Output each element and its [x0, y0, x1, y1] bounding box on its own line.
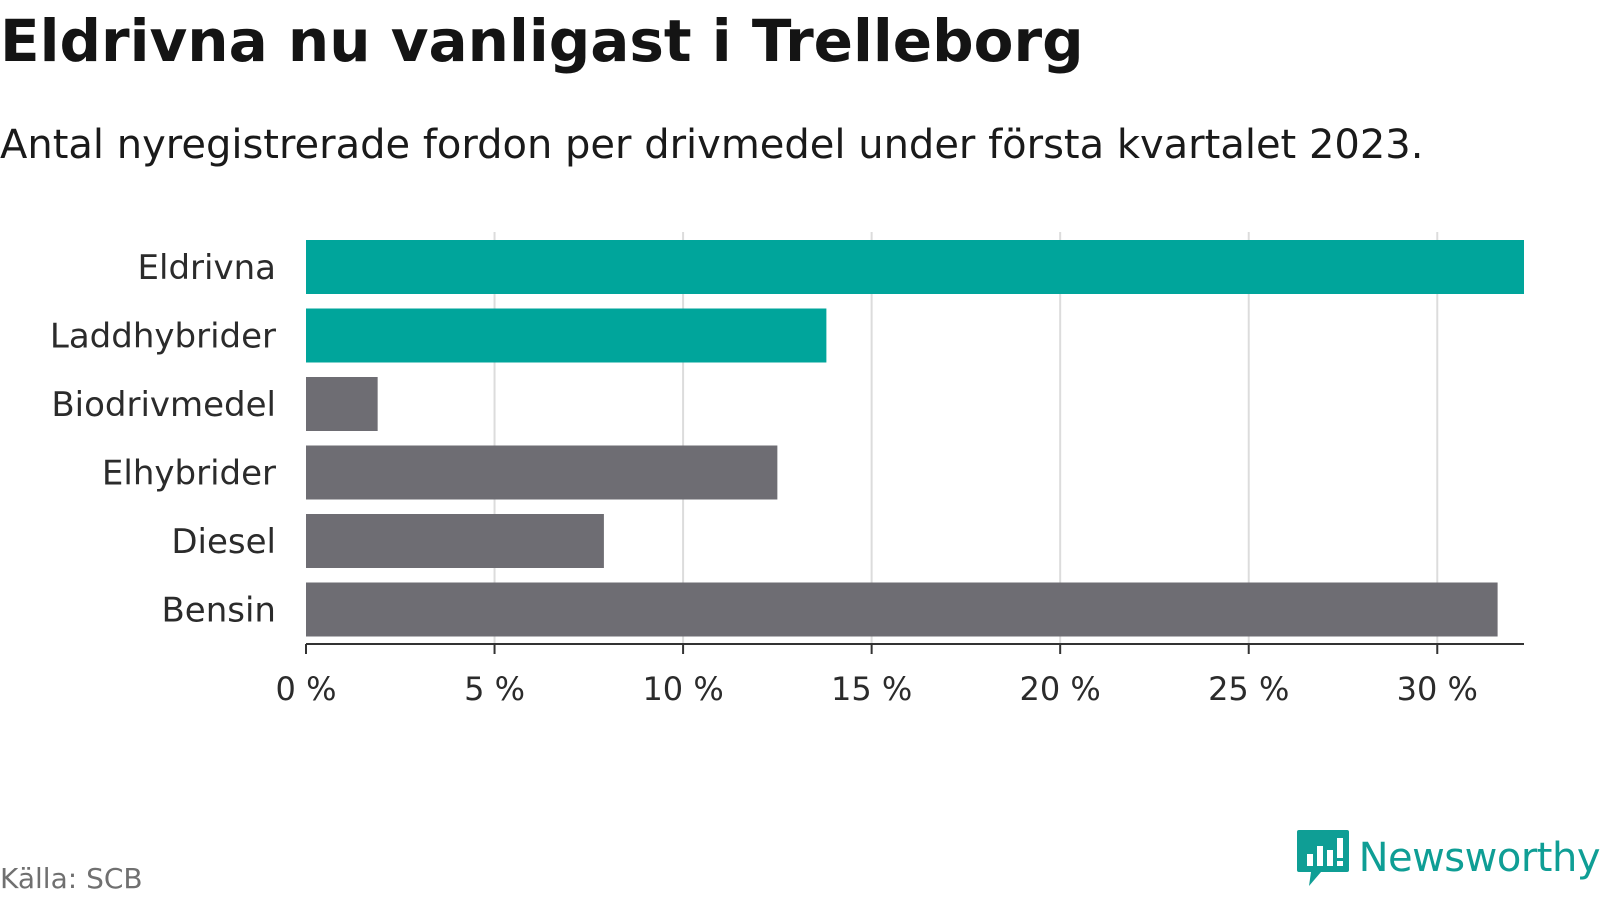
chart-subtitle: Antal nyregistrerade fordon per drivmede… — [0, 122, 1424, 168]
bar-diesel — [306, 514, 604, 568]
category-label: Diesel — [171, 522, 276, 562]
x-tick-label: 0 % — [276, 670, 337, 708]
x-tick-label: 15 % — [831, 670, 912, 708]
x-tick-label: 20 % — [1020, 670, 1101, 708]
bar-eldrivna — [306, 240, 1524, 294]
chart-title: Eldrivna nu vanligast i Trelleborg — [0, 7, 1084, 75]
bar-biodrivmedel — [306, 377, 378, 431]
x-tick-label: 10 % — [642, 670, 723, 708]
category-labels: Eldrivna Laddhybrider Biodrivmedel Elhybrid… — [50, 248, 276, 631]
category-label: Eldrivna — [138, 248, 276, 288]
category-label: Bensin — [161, 591, 276, 631]
bar-elhybrider — [306, 445, 778, 500]
bars — [306, 240, 1524, 637]
bar-laddhybrider — [306, 308, 827, 363]
brand-name: Newsworthy — [1358, 835, 1600, 881]
category-label: Laddhybrider — [50, 317, 276, 357]
newsworthy-logo-icon — [1296, 830, 1349, 886]
category-label: Biodrivmedel — [51, 385, 276, 425]
category-label: Elhybrider — [102, 454, 276, 494]
x-tick-label: 25 % — [1208, 670, 1289, 708]
x-tick-label: 5 % — [464, 670, 525, 708]
gridlines — [493, 232, 1439, 644]
x-axis: 0 % 5 % 10 % 15 % 20 % 25 % 30 % — [276, 643, 1524, 708]
bar-chart: 0 % 5 % 10 % 15 % 20 % 25 % 30 % Eldrivna Laddh… — [50, 232, 1524, 708]
bar-bensin — [306, 582, 1498, 637]
brand-logo: Newsworthy — [1295, 828, 1600, 888]
source-note: Källa: SCB — [0, 862, 143, 895]
x-tick-label: 30 % — [1397, 670, 1478, 708]
